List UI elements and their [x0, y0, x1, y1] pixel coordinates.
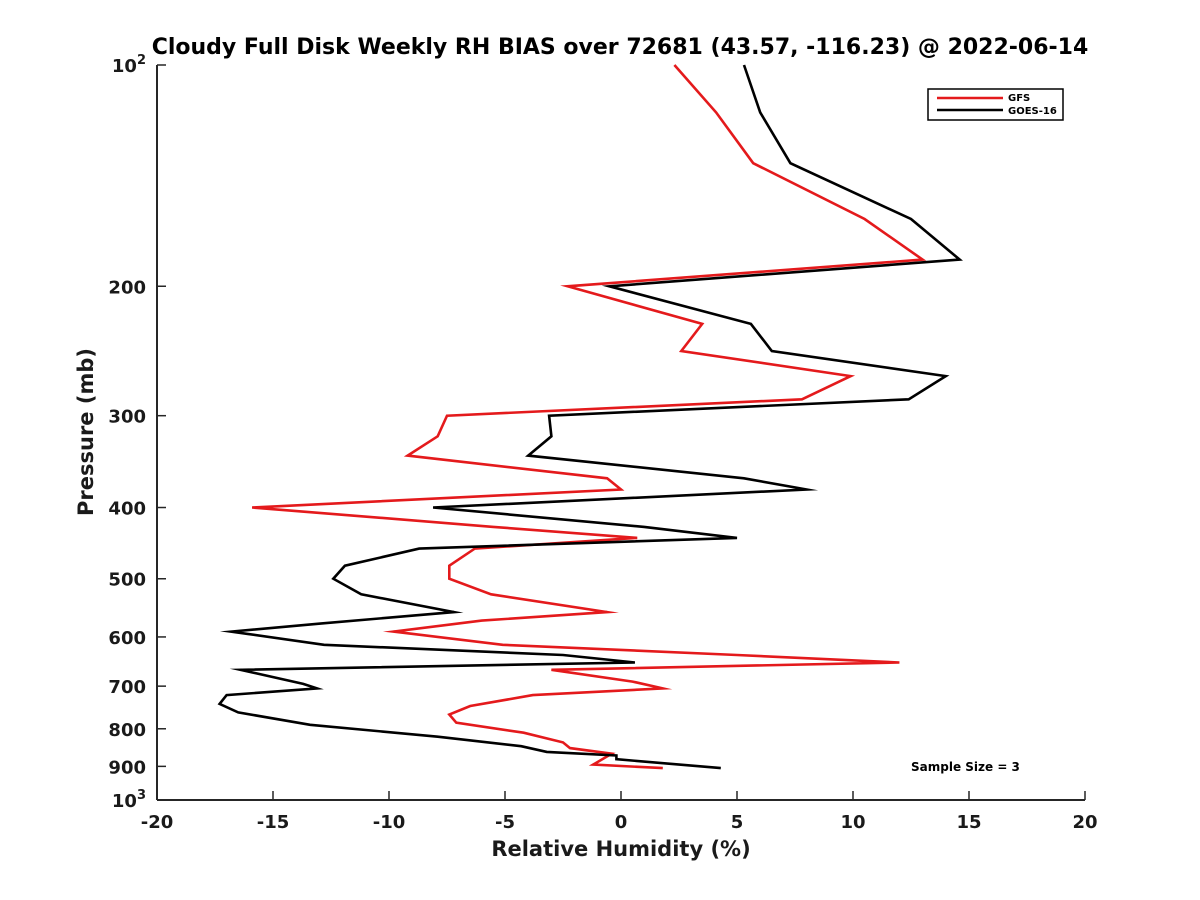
x-tick-label: 5 [731, 812, 744, 833]
y-tick-label: 800 [108, 720, 146, 741]
y-tick-label: 900 [108, 757, 146, 778]
y-tick-base: 10 [112, 791, 137, 812]
x-tick-label: -10 [373, 812, 406, 833]
y-tick-label: 600 [108, 628, 146, 649]
series-layer [217, 64, 963, 770]
y-tick-label: 300 [108, 407, 146, 428]
x-tick-label: -15 [257, 812, 290, 833]
legend: GFS GOES-16 [927, 88, 1064, 121]
x-ticks: -20 -15 -10 -5 0 5 10 15 20 [141, 791, 1098, 833]
y-tick-label: 200 [108, 277, 146, 298]
y-tick-label: 102 [112, 53, 146, 77]
y-tick-label: 400 [108, 499, 146, 520]
x-tick-label: 10 [840, 812, 865, 833]
x-tick-label: 15 [956, 812, 981, 833]
series-line-goes16 [217, 64, 963, 770]
y-tick-label: 103 [112, 788, 146, 812]
legend-box [927, 88, 1064, 121]
legend-label-goes16: GOES-16 [1008, 106, 1057, 117]
y-tick-label: 500 [108, 570, 146, 591]
y-tick-label: 700 [108, 677, 146, 698]
y-axis-label: Pressure (mb) [74, 348, 98, 516]
legend-label-gfs: GFS [1008, 93, 1030, 104]
series-line-gfs [251, 64, 927, 770]
x-tick-label: -20 [141, 812, 174, 833]
x-tick-label: 0 [615, 812, 628, 833]
y-tick-exponent: 3 [137, 788, 146, 803]
chart-title: Cloudy Full Disk Weekly RH BIAS over 726… [152, 35, 1089, 60]
sample-size-annotation: Sample Size = 3 [911, 760, 1020, 774]
x-axis-label: Relative Humidity (%) [491, 837, 750, 861]
x-tick-label: -5 [495, 812, 515, 833]
x-tick-label: 20 [1072, 812, 1097, 833]
y-tick-exponent: 2 [137, 53, 146, 68]
y-tick-base: 10 [112, 56, 137, 77]
